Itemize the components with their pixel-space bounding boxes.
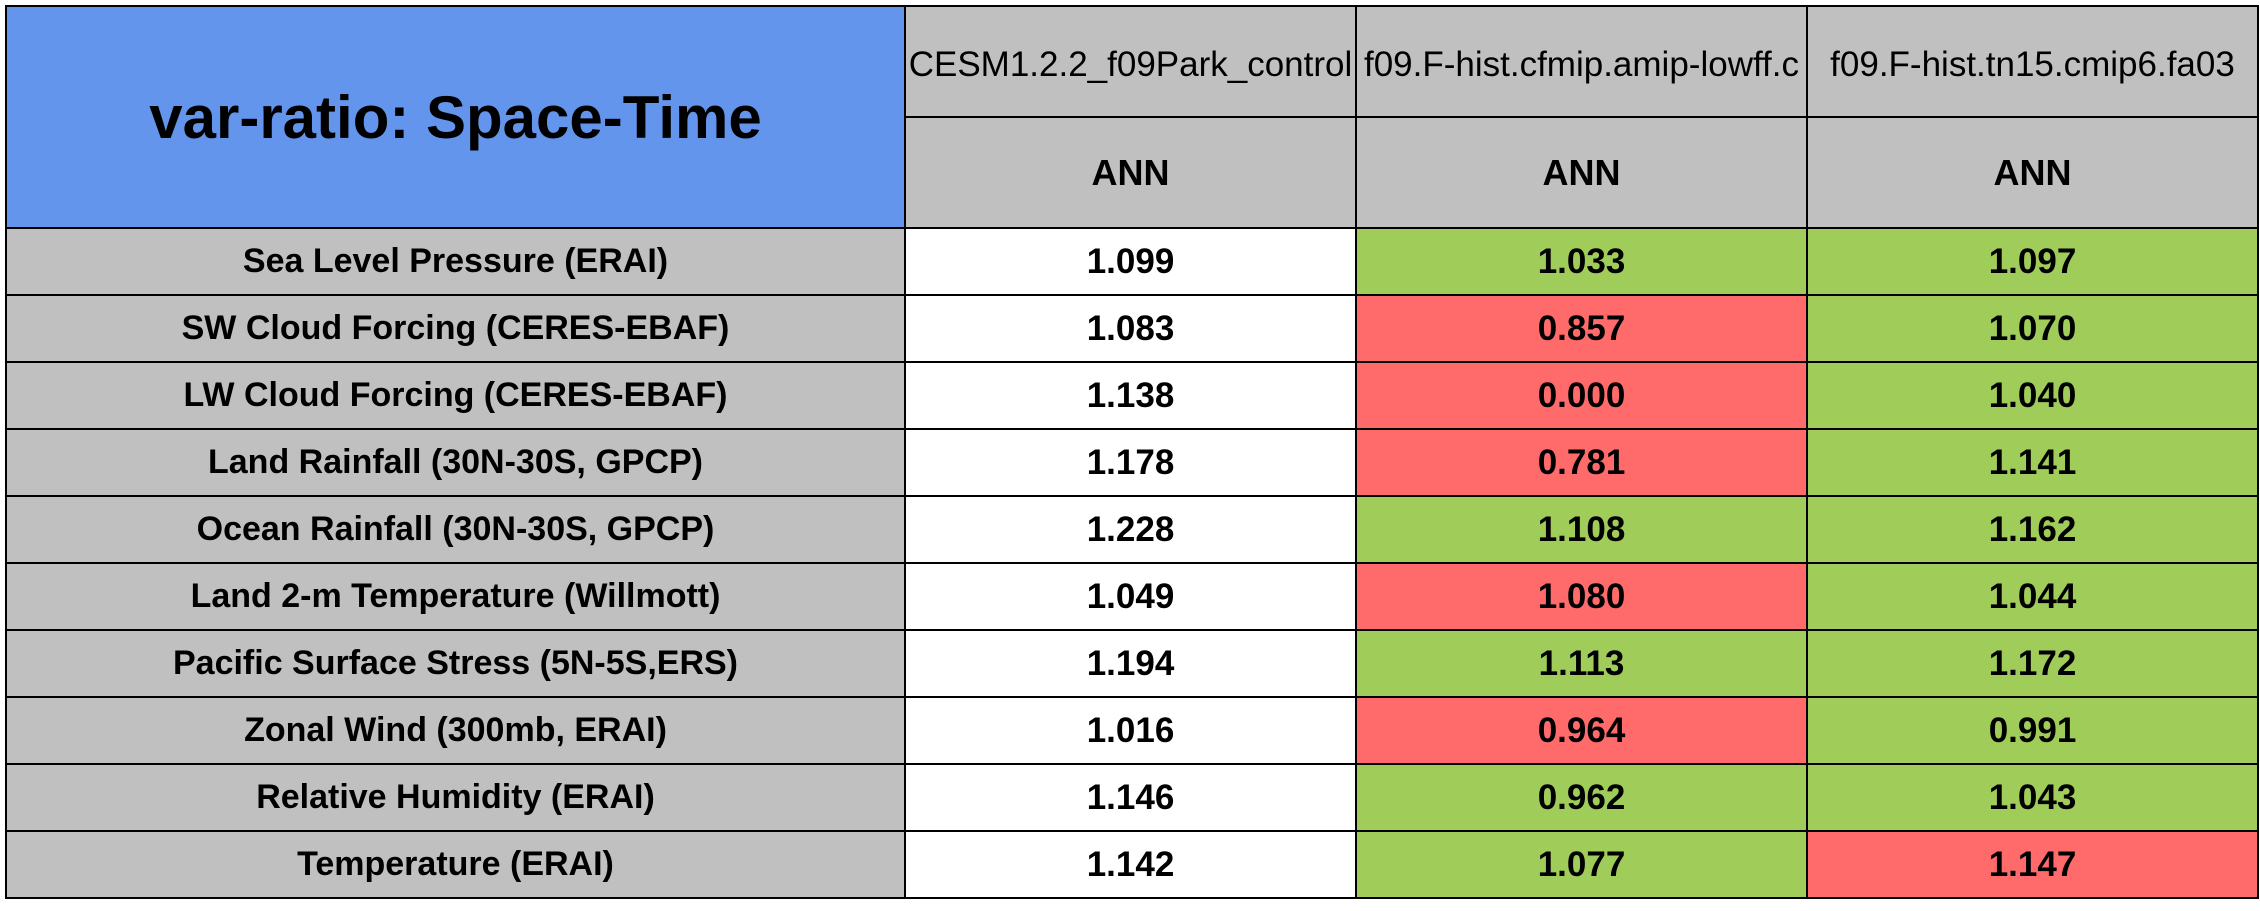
table-row: Sea Level Pressure (ERAI) 1.099 1.033 1.097 <box>5 227 2259 296</box>
table-row: Relative Humidity (ERAI) 1.146 0.962 1.043 <box>5 763 2259 832</box>
row-label: Zonal Wind (300mb, ERAI) <box>5 696 906 765</box>
value-cell: 0.000 <box>1355 361 1808 430</box>
value-cell: 1.141 <box>1806 428 2259 497</box>
var-ratio-table: var-ratio: Space-Time CESM1.2.2_f09Park_… <box>5 5 2259 899</box>
row-label: Relative Humidity (ERAI) <box>5 763 906 832</box>
table-row: Zonal Wind (300mb, ERAI) 1.016 0.964 0.991 <box>5 696 2259 765</box>
model-name: f09.F-hist.cfmip.amip-lowff.c <box>1363 45 1800 84</box>
row-label: Sea Level Pressure (ERAI) <box>5 227 906 296</box>
column-header-model: f09.F-hist.tn15.cmip6.fa03 <box>1806 5 2259 118</box>
value-cell: 1.043 <box>1806 763 2259 832</box>
value-cell: 1.097 <box>1806 227 2259 296</box>
model-header-row: var-ratio: Space-Time CESM1.2.2_f09Park_… <box>5 5 2259 229</box>
value-cell: 1.108 <box>1355 495 1808 564</box>
row-label: Temperature (ERAI) <box>5 830 906 899</box>
row-label: Ocean Rainfall (30N-30S, GPCP) <box>5 495 906 564</box>
table-row: Land Rainfall (30N-30S, GPCP) 1.178 0.781 1… <box>5 428 2259 497</box>
value-cell: 0.781 <box>1355 428 1808 497</box>
value-cell: 1.077 <box>1355 830 1808 899</box>
column-header-period: ANN <box>904 116 1357 229</box>
model-name: CESM1.2.2_f09Park_control <box>908 45 1353 84</box>
table-row: LW Cloud Forcing (CERES-EBAF) 1.138 0.000 1… <box>5 361 2259 430</box>
period-header-row: ANN ANN ANN <box>6 116 2259 229</box>
row-label: SW Cloud Forcing (CERES-EBAF) <box>5 294 906 363</box>
value-cell: 1.162 <box>1806 495 2259 564</box>
value-cell: 1.070 <box>1806 294 2259 363</box>
value-cell: 0.857 <box>1355 294 1808 363</box>
value-cell: 1.016 <box>904 696 1357 765</box>
column-header-model: CESM1.2.2_f09Park_control <box>904 5 1357 118</box>
row-label: Land 2-m Temperature (Willmott) <box>5 562 906 631</box>
table-row: Land 2-m Temperature (Willmott) 1.049 1.08… <box>5 562 2259 631</box>
table-row: Ocean Rainfall (30N-30S, GPCP) 1.228 1.108… <box>5 495 2259 564</box>
value-cell: 1.228 <box>904 495 1357 564</box>
value-cell: 1.147 <box>1806 830 2259 899</box>
value-cell: 1.142 <box>904 830 1357 899</box>
value-cell: 1.178 <box>904 428 1357 497</box>
column-header-period: ANN <box>1355 116 1808 229</box>
value-cell: 1.194 <box>904 629 1357 698</box>
value-cell: 1.049 <box>904 562 1357 631</box>
value-cell: 1.099 <box>904 227 1357 296</box>
value-cell: 1.113 <box>1355 629 1808 698</box>
model-name: f09.F-hist.tn15.cmip6.fa03 <box>1830 45 2235 84</box>
value-cell: 0.964 <box>1355 696 1808 765</box>
value-cell: 1.146 <box>904 763 1357 832</box>
column-header-model: f09.F-hist.cfmip.amip-lowff.c <box>1355 5 1808 118</box>
value-cell: 1.033 <box>1355 227 1808 296</box>
value-cell: 0.962 <box>1355 763 1808 832</box>
value-cell: 0.991 <box>1806 696 2259 765</box>
value-cell: 1.172 <box>1806 629 2259 698</box>
table-row: Pacific Surface Stress (5N-5S,ERS) 1.194 1… <box>5 629 2259 698</box>
value-cell: 1.044 <box>1806 562 2259 631</box>
column-header-period: ANN <box>1806 116 2259 229</box>
value-cell: 1.040 <box>1806 361 2259 430</box>
value-cell: 1.083 <box>904 294 1357 363</box>
value-cell: 1.080 <box>1355 562 1808 631</box>
table-title: var-ratio: Space-Time <box>5 5 906 229</box>
table-row: Temperature (ERAI) 1.142 1.077 1.147 <box>5 830 2259 899</box>
value-cell: 1.138 <box>904 361 1357 430</box>
row-label: LW Cloud Forcing (CERES-EBAF) <box>5 361 906 430</box>
row-label: Land Rainfall (30N-30S, GPCP) <box>5 428 906 497</box>
table-row: SW Cloud Forcing (CERES-EBAF) 1.083 0.857 1… <box>5 294 2259 363</box>
table-body: Sea Level Pressure (ERAI) 1.099 1.033 1.097… <box>5 227 2259 899</box>
row-label: Pacific Surface Stress (5N-5S,ERS) <box>5 629 906 698</box>
